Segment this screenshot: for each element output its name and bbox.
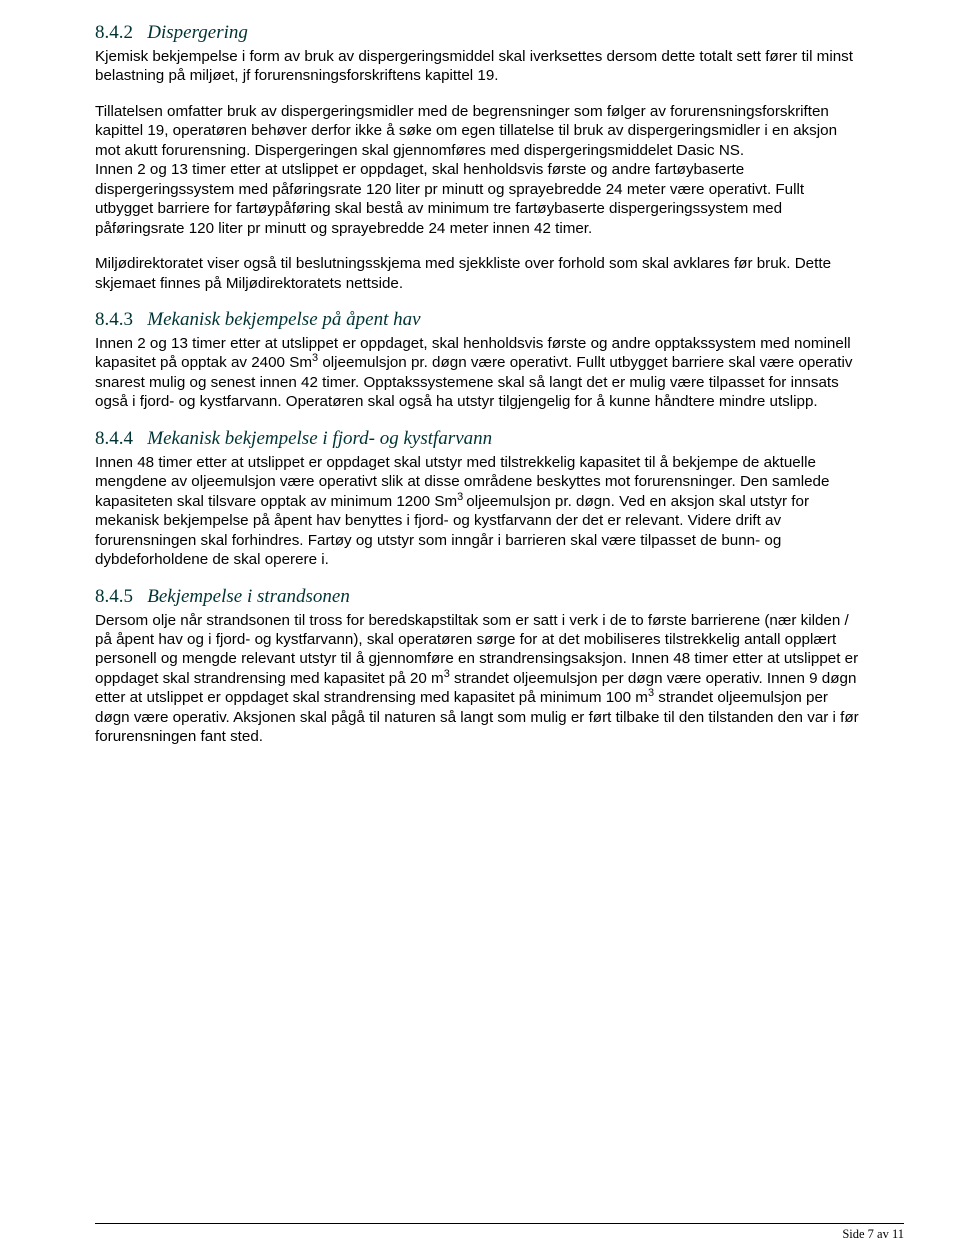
superscript: 3 — [457, 491, 466, 503]
heading-title: Dispergering — [147, 22, 248, 43]
heading-844: 8.4.4 Mekanisk bekjempelse i fjord- og k… — [95, 428, 865, 450]
paragraph: Dersom olje når strandsonen til tross fo… — [95, 611, 865, 747]
paragraph: Miljødirektoratet viser også til beslutn… — [95, 254, 865, 293]
paragraph: Innen 2 og 13 timer etter at utslippet e… — [95, 160, 865, 238]
heading-num: 8.4.2 — [95, 22, 133, 43]
heading-num: 8.4.3 — [95, 309, 133, 330]
heading-842: 8.4.2 Dispergering — [95, 22, 865, 44]
heading-843: 8.4.3 Mekanisk bekjempelse på åpent hav — [95, 309, 865, 331]
paragraph: Kjemisk bekjempelse i form av bruk av di… — [95, 47, 865, 86]
page-footer: Side 7 av 11 — [95, 1223, 904, 1242]
paragraph: Innen 48 timer etter at utslippet er opp… — [95, 453, 865, 570]
heading-845: 8.4.5 Bekjempelse i strandsonen — [95, 586, 865, 608]
page-number: Side 7 av 11 — [842, 1227, 904, 1241]
heading-title: Mekanisk bekjempelse på åpent hav — [147, 309, 420, 330]
paragraph: Tillatelsen omfatter bruk av dispergerin… — [95, 102, 865, 160]
paragraph: Innen 2 og 13 timer etter at utslippet e… — [95, 334, 865, 412]
heading-num: 8.4.5 — [95, 586, 133, 607]
heading-num: 8.4.4 — [95, 428, 133, 449]
heading-title: Mekanisk bekjempelse i fjord- og kystfar… — [147, 428, 492, 449]
heading-title: Bekjempelse i strandsonen — [147, 586, 350, 607]
